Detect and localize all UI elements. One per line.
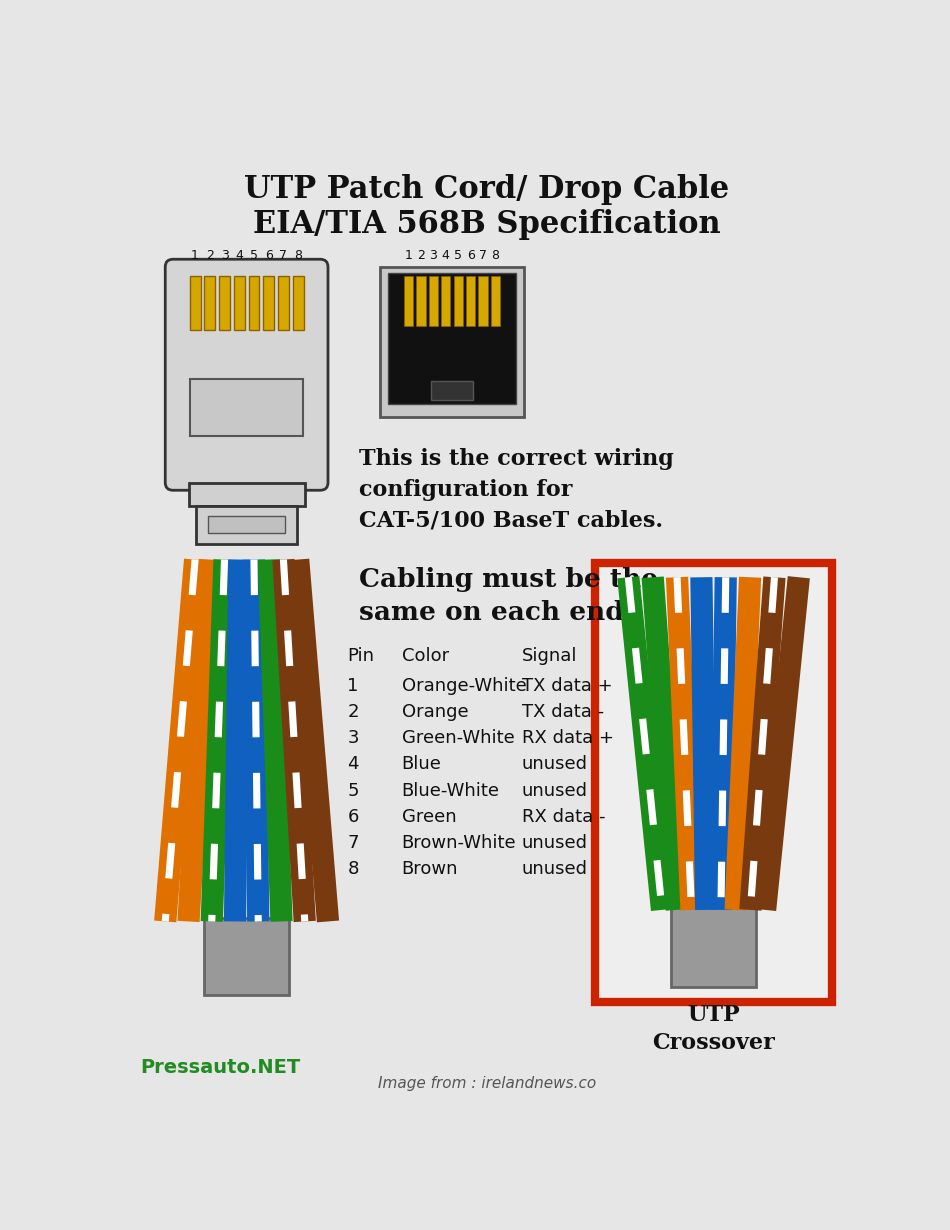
Text: Color: Color [402,647,448,664]
Text: 4: 4 [348,755,359,774]
Text: Crossover: Crossover [653,1032,775,1054]
Bar [278,277,289,330]
Text: same on each end.: same on each end. [359,600,633,625]
Text: 5: 5 [348,781,359,800]
Text: 1: 1 [405,248,412,262]
Text: Signal: Signal [522,647,578,664]
Text: Image from : irelandnews.co: Image from : irelandnews.co [378,1076,596,1091]
Text: 7: 7 [479,248,487,262]
Text: 6: 6 [466,248,475,262]
Bar [479,277,487,326]
Text: 3: 3 [220,248,229,262]
Text: Pressauto.NET: Pressauto.NET [141,1058,301,1077]
Text: This is the correct wiring: This is the correct wiring [359,448,674,470]
Text: Orange: Orange [402,704,468,721]
Bar [190,277,200,330]
Text: Brown: Brown [402,860,458,878]
Text: unused: unused [522,834,588,852]
Text: 3: 3 [429,248,437,262]
Bar [404,277,413,326]
Text: CAT-5/100 BaseT cables.: CAT-5/100 BaseT cables. [359,509,663,531]
Bar [188,482,305,506]
Bar [190,379,303,437]
Bar [197,506,297,544]
Text: 8: 8 [491,248,500,262]
Text: 2: 2 [348,704,359,721]
Bar [453,277,463,326]
Text: TX data +: TX data + [522,676,613,695]
Text: 6: 6 [348,808,359,825]
Text: 3: 3 [348,729,359,747]
Text: 7: 7 [279,248,288,262]
Text: UTP: UTP [687,1004,740,1026]
Text: 2: 2 [417,248,425,262]
Text: 8: 8 [348,860,359,878]
Bar [208,517,285,534]
Text: Blue-White: Blue-White [402,781,500,800]
Text: EIA/TIA 568B Specification: EIA/TIA 568B Specification [253,209,721,240]
Text: RX data +: RX data + [522,729,614,747]
Text: 4: 4 [442,248,449,262]
Bar [204,918,289,995]
Text: Green-White: Green-White [402,729,514,747]
Text: 4: 4 [236,248,243,262]
Bar [380,267,523,417]
Text: Blue: Blue [402,755,442,774]
Text: 8: 8 [294,248,302,262]
Bar [204,277,216,330]
Text: Green: Green [402,808,456,825]
Text: 6: 6 [265,248,273,262]
Text: TX data -: TX data - [522,704,604,721]
Text: 5: 5 [250,248,258,262]
Bar [491,277,500,326]
FancyBboxPatch shape [165,260,328,491]
Text: unused: unused [522,781,588,800]
Text: 7: 7 [348,834,359,852]
Bar [428,277,438,326]
Text: Cabling must be the: Cabling must be the [359,567,658,593]
Text: Pin: Pin [348,647,374,664]
Text: 1: 1 [348,676,359,695]
Text: configuration for: configuration for [359,478,572,501]
Bar [249,277,259,330]
Bar [466,277,475,326]
Bar [388,273,516,403]
Bar [671,907,756,986]
Text: UTP Patch Cord/ Drop Cable: UTP Patch Cord/ Drop Cable [244,175,730,205]
Bar [596,563,832,1002]
Bar [219,277,230,330]
Text: unused: unused [522,755,588,774]
Bar [293,277,304,330]
Bar [263,277,275,330]
Text: RX data -: RX data - [522,808,605,825]
Text: 2: 2 [206,248,214,262]
Bar [416,277,426,326]
Bar [441,277,450,326]
Text: Orange-White: Orange-White [402,676,526,695]
Bar [234,277,245,330]
Text: 1: 1 [191,248,200,262]
Bar [430,381,473,400]
Text: Brown-White: Brown-White [402,834,516,852]
Text: 5: 5 [454,248,463,262]
Text: unused: unused [522,860,588,878]
